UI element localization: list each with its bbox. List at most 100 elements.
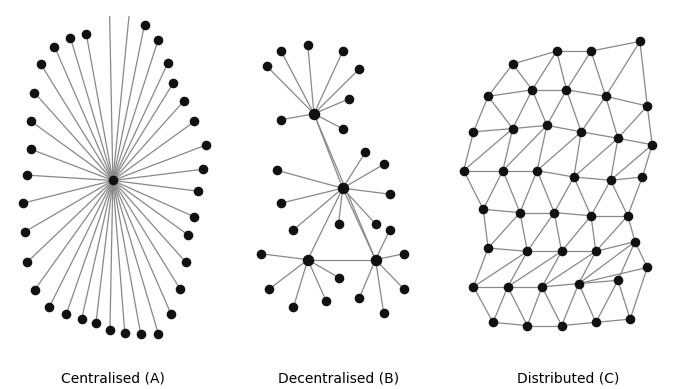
- Point: [90, 320, 101, 326]
- Point: [612, 277, 623, 284]
- Point: [276, 200, 287, 206]
- Point: [105, 327, 116, 333]
- Point: [26, 118, 37, 124]
- Point: [354, 66, 365, 72]
- Point: [288, 304, 299, 310]
- Point: [542, 122, 553, 128]
- Point: [22, 259, 33, 265]
- Point: [605, 177, 616, 183]
- Point: [624, 316, 635, 322]
- Point: [522, 322, 533, 329]
- Point: [646, 142, 657, 148]
- Point: [483, 93, 494, 100]
- Point: [360, 149, 371, 156]
- Point: [556, 248, 567, 254]
- Point: [174, 286, 185, 292]
- Point: [22, 172, 33, 178]
- Point: [551, 48, 562, 54]
- Point: [18, 200, 29, 206]
- Point: [622, 213, 633, 219]
- Point: [378, 310, 389, 316]
- Point: [124, 6, 135, 12]
- Point: [255, 251, 266, 257]
- Point: [637, 174, 648, 180]
- Point: [642, 265, 653, 271]
- Point: [308, 111, 319, 117]
- Point: [26, 146, 37, 152]
- Point: [180, 259, 191, 265]
- Point: [488, 319, 499, 326]
- Point: [635, 38, 646, 44]
- Point: [343, 96, 354, 102]
- Point: [478, 206, 489, 212]
- Point: [179, 98, 189, 104]
- Point: [337, 185, 348, 191]
- Point: [507, 126, 518, 132]
- Point: [200, 142, 211, 148]
- Point: [189, 118, 200, 124]
- Point: [370, 221, 381, 227]
- Point: [107, 177, 118, 184]
- Point: [468, 129, 479, 135]
- Point: [556, 322, 567, 329]
- Point: [590, 248, 601, 254]
- Point: [497, 167, 508, 173]
- Point: [642, 103, 653, 109]
- Point: [168, 80, 179, 86]
- Point: [153, 37, 163, 44]
- Point: [458, 167, 469, 173]
- Point: [370, 256, 381, 263]
- Text: Distributed (C): Distributed (C): [516, 371, 619, 385]
- Point: [29, 89, 40, 96]
- Point: [502, 284, 513, 290]
- Point: [507, 61, 518, 67]
- Point: [483, 245, 494, 251]
- Point: [399, 286, 410, 293]
- Point: [261, 63, 272, 69]
- Point: [514, 209, 525, 216]
- Point: [337, 48, 348, 54]
- Point: [19, 229, 30, 235]
- Point: [276, 117, 287, 123]
- Point: [384, 227, 395, 233]
- Point: [81, 31, 92, 37]
- Point: [198, 166, 209, 172]
- Point: [527, 87, 538, 93]
- Point: [600, 93, 611, 100]
- Point: [629, 238, 640, 245]
- Point: [378, 161, 389, 168]
- Point: [139, 21, 150, 28]
- Point: [586, 213, 596, 219]
- Point: [65, 35, 76, 41]
- Point: [272, 167, 282, 173]
- Point: [384, 191, 395, 197]
- Point: [302, 256, 313, 263]
- Point: [302, 42, 313, 49]
- Point: [333, 274, 344, 280]
- Point: [576, 129, 587, 135]
- Point: [153, 331, 164, 337]
- Point: [590, 319, 601, 326]
- Point: [44, 304, 55, 310]
- Point: [193, 188, 204, 194]
- Point: [321, 298, 332, 305]
- Text: Decentralised (B): Decentralised (B): [278, 371, 399, 385]
- Point: [531, 167, 542, 173]
- Point: [561, 87, 572, 93]
- Point: [76, 316, 87, 322]
- Point: [573, 280, 584, 287]
- Point: [163, 60, 174, 66]
- Text: Centralised (A): Centralised (A): [61, 371, 165, 385]
- Point: [522, 248, 533, 254]
- Point: [399, 251, 410, 257]
- Point: [288, 227, 299, 233]
- Point: [135, 331, 146, 338]
- Point: [36, 61, 47, 67]
- Point: [263, 286, 274, 293]
- Point: [468, 284, 479, 290]
- Point: [183, 232, 194, 238]
- Point: [333, 221, 344, 227]
- Point: [188, 214, 199, 220]
- Point: [49, 44, 60, 50]
- Point: [354, 295, 365, 301]
